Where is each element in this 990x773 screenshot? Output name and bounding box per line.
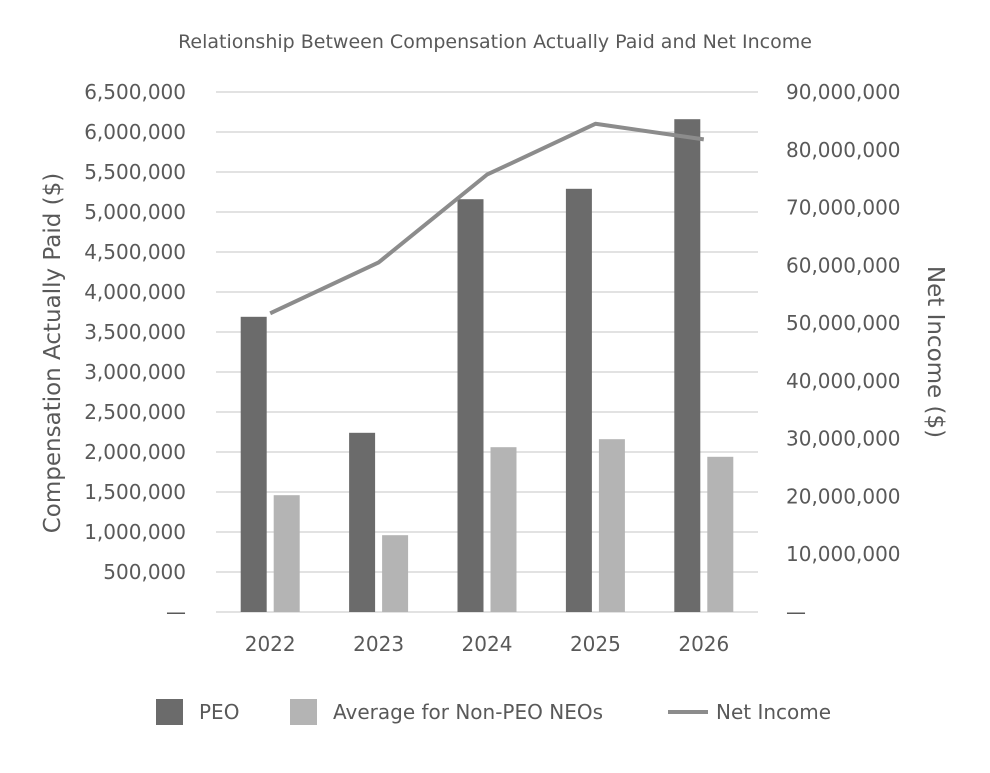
y-tick-label: 4,000,000 <box>84 280 186 304</box>
legend-swatch-average-for-non-peo-neos <box>290 699 317 725</box>
x-category-label: 2023 <box>353 632 404 656</box>
y2-tick-label: — <box>786 600 806 624</box>
x-axis-categories: 2022 2023 2024 2025 2026 <box>245 632 730 656</box>
bar-average-for-non-peo-neos-2022 <box>273 495 300 612</box>
legend-swatch-peo <box>156 699 183 725</box>
x-category-label: 2025 <box>570 632 621 656</box>
gridlines <box>216 91 758 613</box>
bar-average-for-non-peo-neos-2024 <box>490 447 517 612</box>
right-axis-ticks: — 10,000,000 20,000,000 30,000,000 40,000,00… <box>786 80 901 624</box>
x-category-label: 2024 <box>462 632 513 656</box>
y2-tick-label: 60,000,000 <box>786 253 901 277</box>
y2-tick-label: 10,000,000 <box>786 542 901 566</box>
left-axis-title: Compensation Actually Paid ($) <box>40 173 66 534</box>
y2-tick-label: 80,000,000 <box>786 138 901 162</box>
y2-tick-label: 20,000,000 <box>786 484 901 508</box>
y2-tick-label: 50,000,000 <box>786 311 901 335</box>
y-tick-label: 1,000,000 <box>84 520 186 544</box>
x-category-label: 2026 <box>678 632 729 656</box>
left-axis-ticks: — 500,000 1,000,000 1,500,000 2,000,000 2,500… <box>84 80 186 624</box>
y2-tick-label: 40,000,000 <box>786 369 901 393</box>
y-tick-label: 4,500,000 <box>84 240 186 264</box>
y-tick-label: 3,500,000 <box>84 320 186 344</box>
legend: PEO Average for Non-PEO NEOs Net Income <box>156 699 831 725</box>
line-series <box>269 121 705 316</box>
bar-peo-2025 <box>565 188 592 613</box>
y-tick-label: 500,000 <box>103 560 186 584</box>
y-tick-label: 1,500,000 <box>84 480 186 504</box>
chart-title: Relationship Between Compensation Actual… <box>178 31 812 53</box>
legend-label-net-income: Net Income <box>716 700 831 724</box>
y-tick-label: 2,000,000 <box>84 440 186 464</box>
y-tick-label: 6,000,000 <box>84 120 186 144</box>
bar-peo-2024 <box>457 199 484 612</box>
y-tick-label: 6,500,000 <box>84 80 186 104</box>
x-category-label: 2022 <box>245 632 296 656</box>
bar-peo-2026 <box>674 119 701 612</box>
bar-peo-2022 <box>240 316 267 612</box>
legend-label-average-for-non-peo-neos: Average for Non-PEO NEOs <box>333 700 603 724</box>
bar-series <box>240 119 734 613</box>
bar-average-for-non-peo-neos-2023 <box>382 535 409 612</box>
y2-tick-label: 90,000,000 <box>786 80 901 104</box>
y-tick-label: 3,000,000 <box>84 360 186 384</box>
y2-tick-label: 70,000,000 <box>786 196 901 220</box>
y-tick-label: — <box>166 600 186 624</box>
net-income-line <box>269 121 705 316</box>
bar-average-for-non-peo-neos-2026 <box>707 456 734 612</box>
y2-tick-label: 30,000,000 <box>786 427 901 451</box>
y-tick-label: 5,500,000 <box>84 160 186 184</box>
right-axis-title: Net Income ($) <box>922 266 948 438</box>
bar-peo-2023 <box>349 432 376 612</box>
y-tick-label: 5,000,000 <box>84 200 186 224</box>
bar-average-for-non-peo-neos-2025 <box>598 439 625 612</box>
legend-label-peo: PEO <box>199 700 239 724</box>
y-tick-label: 2,500,000 <box>84 400 186 424</box>
